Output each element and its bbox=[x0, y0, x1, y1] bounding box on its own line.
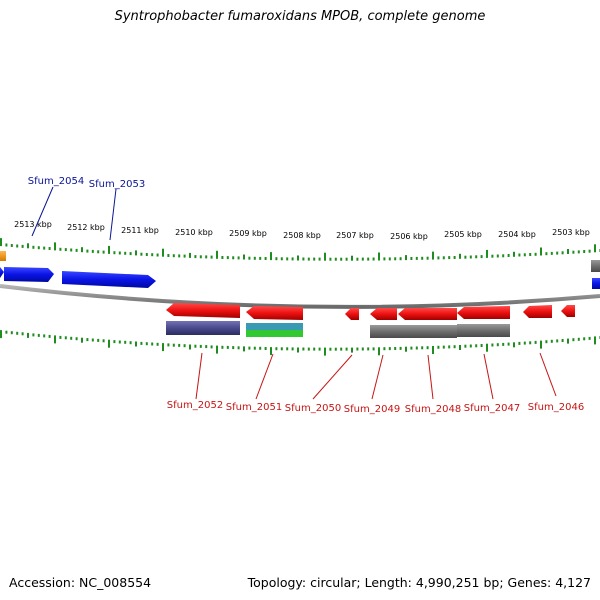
callout-line-sfum-2046 bbox=[539, 352, 557, 397]
gene-label-sfum-2048[interactable]: Sfum_2048 bbox=[405, 404, 461, 415]
callout-line-sfum-2049 bbox=[371, 354, 384, 400]
orange-feature[interactable] bbox=[0, 251, 6, 261]
gene-label-sfum-2047[interactable]: Sfum_2047 bbox=[464, 403, 520, 414]
scale-label-2512: 2512 kbp bbox=[67, 223, 105, 232]
gray-feature-sfum-2049-2048[interactable] bbox=[370, 325, 457, 338]
scale-label-2510: 2510 kbp bbox=[175, 228, 213, 237]
gene-arrow-sfum-2050[interactable] bbox=[345, 308, 359, 320]
gene-arrow-sfum-2047[interactable] bbox=[457, 306, 510, 319]
callout-line-sfum-2051 bbox=[255, 353, 274, 400]
scale-label-2505: 2505 kbp bbox=[444, 230, 482, 239]
gene-arrow-sfum-2053[interactable] bbox=[62, 271, 156, 288]
gene-label-sfum-2054[interactable]: Sfum_2054 bbox=[28, 176, 84, 187]
scale-label-2511: 2511 kbp bbox=[121, 226, 159, 235]
gray-feature-right-edge[interactable] bbox=[591, 260, 600, 272]
reverse-strand-features bbox=[166, 303, 575, 338]
scale-labels: 2513 kbp 2512 kbp 2511 kbp 2510 kbp 2509… bbox=[14, 220, 590, 241]
map-title: Syntrophobacter fumaroxidans MPOB, compl… bbox=[114, 9, 486, 24]
scale-label-2503: 2503 kbp bbox=[552, 228, 590, 237]
gene-arrow-small-right[interactable] bbox=[561, 305, 575, 317]
gene-arrow-sfum-2046[interactable] bbox=[523, 305, 552, 318]
callout-lines bbox=[31, 186, 557, 400]
genome-backbone bbox=[0, 284, 600, 309]
accession-text: Accession: NC_008554 bbox=[9, 575, 152, 590]
scale-label-2504: 2504 kbp bbox=[498, 230, 536, 239]
gene-label-sfum-2046[interactable]: Sfum_2046 bbox=[528, 402, 584, 413]
gene-arrow-sfum-2051[interactable] bbox=[246, 306, 303, 320]
callout-line-sfum-2050 bbox=[312, 354, 353, 400]
callout-line-sfum-2048 bbox=[427, 354, 434, 400]
callout-line-sfum-2047 bbox=[483, 353, 494, 400]
scale-label-2513: 2513 kbp bbox=[14, 220, 52, 229]
scale-label-2508: 2508 kbp bbox=[283, 231, 321, 240]
gene-label-sfum-2050[interactable]: Sfum_2050 bbox=[285, 403, 341, 414]
gene-arrow-sfum-2049[interactable] bbox=[370, 308, 397, 320]
gene-label-sfum-2049[interactable]: Sfum_2049 bbox=[344, 404, 400, 415]
gene-arrow-sfum-2054[interactable] bbox=[4, 267, 54, 282]
scale-label-2507: 2507 kbp bbox=[336, 231, 374, 240]
forward-strand-features bbox=[0, 251, 600, 289]
gene-arrow-left-edge[interactable] bbox=[0, 267, 4, 278]
scale-label-2509: 2509 kbp bbox=[229, 229, 267, 238]
teal-feature-sfum-2051[interactable] bbox=[246, 323, 303, 330]
gene-arrow-sfum-2048[interactable] bbox=[398, 308, 457, 320]
gene-labels: Sfum_2054 Sfum_2053 Sfum_2052 Sfum_2051 … bbox=[28, 176, 584, 415]
gene-label-sfum-2052[interactable]: Sfum_2052 bbox=[167, 400, 223, 411]
purple-feature-sfum-2052[interactable] bbox=[166, 321, 240, 335]
callout-line-sfum-2052 bbox=[195, 352, 203, 400]
gray-feature-sfum-2047[interactable] bbox=[457, 324, 510, 337]
scale-label-2506: 2506 kbp bbox=[390, 232, 428, 241]
top-tick-row bbox=[0, 238, 600, 261]
genome-summary-text: Topology: circular; Length: 4,990,251 bp… bbox=[247, 575, 591, 590]
green-feature-sfum-2051[interactable] bbox=[246, 330, 303, 337]
callout-line-sfum-2054 bbox=[31, 186, 54, 237]
gene-label-sfum-2053[interactable]: Sfum_2053 bbox=[89, 179, 145, 190]
gene-arrow-sfum-2052[interactable] bbox=[166, 303, 240, 318]
callout-line-sfum-2053 bbox=[109, 188, 117, 241]
gene-arrow-right-edge[interactable] bbox=[592, 278, 600, 289]
bottom-tick-row bbox=[0, 330, 600, 356]
gene-label-sfum-2051[interactable]: Sfum_2051 bbox=[226, 402, 282, 413]
